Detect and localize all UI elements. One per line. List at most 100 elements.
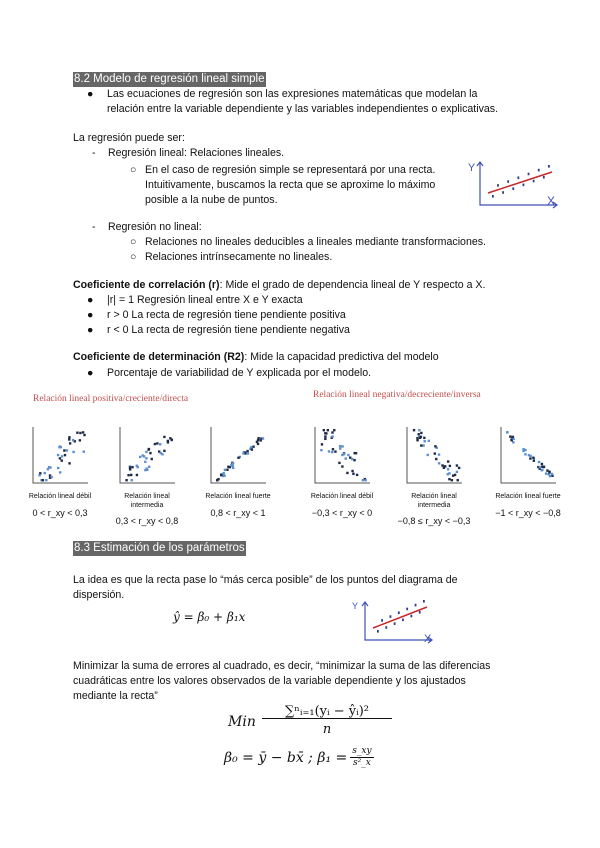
scatter-point [223,468,227,472]
y-arrow-icon [476,161,484,167]
scatter-point [446,460,450,463]
scatter-point [455,464,459,467]
bullet-icon: ● [87,309,94,321]
scatter-point [41,479,45,482]
paragraph: La regresión puede ser: [73,132,185,144]
scatter-point [422,444,425,447]
scatter-point [353,458,356,462]
scatter-point [544,472,548,475]
scatter-point [397,611,400,615]
scatter-point [45,479,48,482]
scatter-plot [406,427,462,484]
scatter-point [48,474,52,477]
y-axis-label: Y [468,162,476,174]
dash-icon: - [92,221,96,233]
scatter-point [448,472,451,475]
scatter-point [73,440,76,443]
scatter-point [540,462,544,466]
scatter-point [320,448,323,452]
scatter-point [546,469,549,472]
scatter-point [244,452,247,455]
scatter-point [448,464,452,468]
axes [479,163,556,206]
scatter-point [222,472,225,475]
paragraph: cuadráticas entre los valores observados… [73,675,466,687]
scatter-point [538,466,541,469]
scatter-point [48,476,52,480]
bullet-icon: ● [87,324,94,336]
scatter-point [47,466,51,469]
section-heading: 8.2 Modelo de regresión lineal simple [73,72,266,87]
scatter-point [161,453,164,456]
scatter-point [455,470,459,474]
axes [364,603,431,641]
scatter-point [327,450,331,453]
scatter-point [412,429,416,432]
scatter-point [249,447,252,451]
scatter-point [60,459,63,462]
circle-bullet-icon: ○ [130,164,137,176]
scatter-point [60,455,64,458]
scatter-point [220,473,223,477]
scatter-point [351,469,354,473]
scatter-point [252,445,255,448]
scatter-point [50,475,53,479]
scatter-point [385,626,388,629]
regression-line [372,606,428,629]
scatter-point [349,456,352,459]
scatter-point [136,465,139,469]
scatter-point [326,429,330,432]
scatter-point [150,457,153,461]
scatter-point [79,431,82,435]
paragraph: relación entre la variable dependiente y… [107,103,499,115]
list-item: Relaciones intrínsecamente no lineales. [145,251,333,263]
model-equation: ŷ = β₀ + β₁x [173,610,246,624]
list-item: |r| = 1 Regresión lineal entre X e Y exa… [107,294,303,306]
scatter-point [389,615,392,618]
scatter-point [163,435,166,439]
scatter-point [437,462,441,465]
circle-bullet-icon: ○ [130,236,137,248]
scatter-point [230,463,233,467]
list-item: Intuitivamente, buscamos la recta que se… [145,179,436,191]
scatter-point [147,465,151,468]
scatter-point [423,600,425,603]
scatter-point [82,450,85,453]
scatter-point [420,431,423,435]
scatter-point [145,467,148,470]
plot-range: 0,3 < r_xy < 0,8 [115,516,179,526]
min-numerator: ∑ⁿᵢ₌₁(yᵢ − ŷᵢ)² [262,705,392,719]
plot-axes [314,427,370,484]
scatter-point [418,610,421,614]
scatter-point [547,473,550,476]
scatter-point [355,473,359,477]
paragraph: La idea es que la recta pase lo “más cer… [73,574,458,586]
scatter-point [527,172,530,176]
plot-caption: Relación lineal fuerte [495,493,561,500]
scatter-plot [32,427,88,484]
x-arrow-icon [552,201,558,209]
scatter-point [141,454,144,457]
scatter-point [509,435,512,438]
scatter-point [145,457,148,460]
scatter-point [228,465,232,469]
scatter-point [255,440,259,444]
scatter-plot [210,427,266,484]
scatter-point [506,431,509,434]
plot-axes [119,427,175,484]
scatter-point [416,436,419,440]
scatter-point [538,467,541,470]
term: Coeficiente de determinación (R2) [73,351,245,363]
scatter-point [341,465,344,468]
scatter-point [237,456,240,459]
scatter-point [446,473,449,476]
scatter-point [418,429,421,432]
scatter-point [426,453,429,457]
scatter-point [246,452,250,455]
scatter-point [223,474,226,477]
scatter-point [130,473,133,477]
plot-range: −0,8 ≤ r_xy < −0,3 [397,516,471,526]
scatter-point [419,435,423,439]
scatter-point [537,168,540,172]
section-heading: 8.3 Estimación de los parámetros [73,541,246,556]
